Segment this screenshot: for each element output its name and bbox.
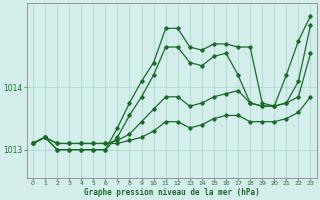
X-axis label: Graphe pression niveau de la mer (hPa): Graphe pression niveau de la mer (hPa) bbox=[84, 188, 260, 197]
